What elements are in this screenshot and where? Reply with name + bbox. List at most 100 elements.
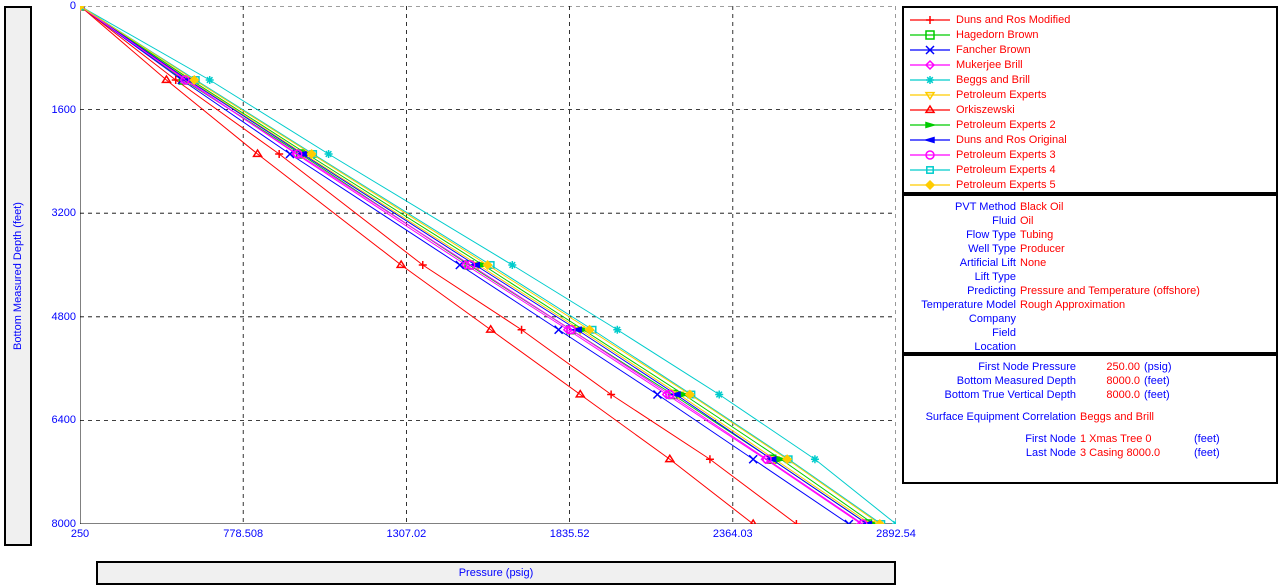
x-tick-label: 2364.03 [713,528,753,540]
param-row: Field [910,326,1270,340]
correlation-key: Surface Equipment Correlation [910,411,1080,423]
param-row: Well TypeProducer [910,242,1270,256]
param-key: Well Type [910,243,1020,255]
legend-item: Fancher Brown [910,42,1270,57]
param-row: FluidOil [910,214,1270,228]
legend-swatch [910,59,950,71]
legend-swatch [910,104,950,116]
correlation-row: Surface Equipment CorrelationBeggs and B… [910,410,1270,424]
x-axis-label: Pressure (psig) [459,567,534,579]
depth-key: Bottom Measured Depth [910,375,1080,387]
param-row: Flow TypeTubing [910,228,1270,242]
legend-label: Mukerjee Brill [956,59,1023,71]
param-key: Artificial Lift [910,257,1020,269]
node-unit: (feet) [1190,447,1220,459]
param-row: PredictingPressure and Temperature (offs… [910,284,1270,298]
plot-area[interactable] [80,6,896,524]
legend-label: Fancher Brown [956,44,1031,56]
legend-label: Petroleum Experts 4 [956,164,1056,176]
param-key: PVT Method [910,201,1020,213]
legend-label: Duns and Ros Original [956,134,1067,146]
param-key: Location [910,341,1020,353]
param-key: Company [910,313,1020,325]
node-unit: (feet) [1190,433,1220,445]
legend-item: Petroleum Experts 3 [910,147,1270,162]
legend-item: Petroleum Experts [910,87,1270,102]
node-row: First Node1 Xmas Tree 0(feet) [910,432,1270,446]
x-tick-label: 250 [71,528,89,540]
legend-item: Duns and Ros Modified [910,12,1270,27]
y-axis-label-box: Bottom Measured Depth (feet) [4,6,32,546]
depth-key: First Node Pressure [910,361,1080,373]
plot-svg [80,6,896,524]
x-tick-label: 778.508 [223,528,263,540]
param-key: Fluid [910,215,1020,227]
legend-label: Petroleum Experts 3 [956,149,1056,161]
param-row: Lift Type [910,270,1270,284]
depth-row: Bottom True Vertical Depth8000.0(feet) [910,388,1270,402]
node-val: 3 Casing 8000.0 [1080,447,1190,459]
param-row: Temperature ModelRough Approximation [910,298,1270,312]
legend-swatch [910,29,950,41]
legend-item: Orkiszewski [910,102,1270,117]
legend-swatch [910,74,950,86]
node-row: Last Node3 Casing 8000.0(feet) [910,446,1270,460]
param-val: Producer [1020,243,1065,255]
x-tick-label: 1835.52 [550,528,590,540]
depth-unit: (psig) [1140,361,1172,373]
y-tick-label: 3200 [38,207,76,219]
param-row: Artificial LiftNone [910,256,1270,270]
node-key: First Node [910,433,1080,445]
param-row: Location [910,340,1270,354]
depth-val: 8000.0 [1080,389,1140,401]
depth-val: 250.00 [1080,361,1140,373]
param-val: Rough Approximation [1020,299,1125,311]
legend-item: Petroleum Experts 2 [910,117,1270,132]
param-val: Tubing [1020,229,1053,241]
y-axis-label: Bottom Measured Depth (feet) [12,202,24,350]
legend-item: Petroleum Experts 5 [910,177,1270,192]
x-tick-label: 1307.02 [387,528,427,540]
y-tick-labels: 016003200480064008000 [38,6,76,524]
legend-box: Duns and Ros Modified Hagedorn Brown Fan… [902,6,1278,194]
legend-item: Mukerjee Brill [910,57,1270,72]
param-key: Flow Type [910,229,1020,241]
legend-swatch [910,149,950,161]
param-row: Company [910,312,1270,326]
legend-swatch [910,14,950,26]
legend-swatch [910,119,950,131]
depth-unit: (feet) [1140,375,1170,387]
param-key: Lift Type [910,271,1020,283]
legend-label: Petroleum Experts [956,89,1046,101]
legend-swatch [910,134,950,146]
y-tick-label: 4800 [38,311,76,323]
depth-key: Bottom True Vertical Depth [910,389,1080,401]
param-key: Predicting [910,285,1020,297]
legend-swatch [910,164,950,176]
legend-item: Hagedorn Brown [910,27,1270,42]
node-key: Last Node [910,447,1080,459]
legend-item: Beggs and Brill [910,72,1270,87]
legend-item: Duns and Ros Original [910,132,1270,147]
depth-val: 8000.0 [1080,375,1140,387]
legend-label: Duns and Ros Modified [956,14,1070,26]
y-tick-label: 0 [38,0,76,12]
x-tick-labels: 250778.5081307.021835.522364.032892.54 [80,528,896,548]
param-val: Oil [1020,215,1033,227]
param-val: None [1020,257,1046,269]
node-val: 1 Xmas Tree 0 [1080,433,1190,445]
param-row: PVT MethodBlack Oil [910,200,1270,214]
y-tick-label: 6400 [38,414,76,426]
correlation-val: Beggs and Brill [1080,411,1154,423]
legend-label: Petroleum Experts 5 [956,179,1056,191]
legend-swatch [910,44,950,56]
depth-row: Bottom Measured Depth8000.0(feet) [910,374,1270,388]
legend-label: Beggs and Brill [956,74,1030,86]
x-axis-label-box: Pressure (psig) [96,561,896,585]
legend-swatch [910,179,950,191]
param-key: Temperature Model [910,299,1020,311]
y-tick-label: 1600 [38,104,76,116]
depth-row: First Node Pressure250.00(psig) [910,360,1270,374]
depth-unit: (feet) [1140,389,1170,401]
legend-label: Hagedorn Brown [956,29,1039,41]
